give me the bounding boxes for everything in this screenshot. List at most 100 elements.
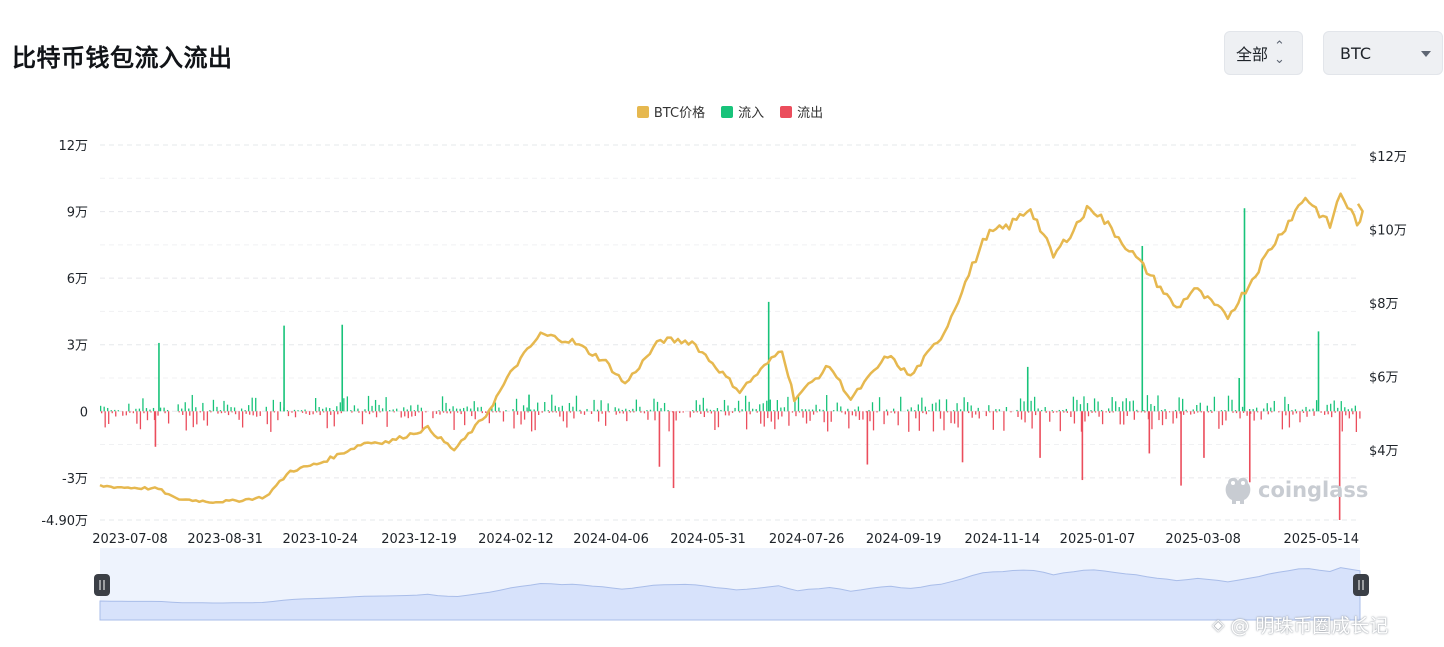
inflow-bar [914, 410, 916, 412]
outflow-bar [1049, 411, 1051, 422]
outflow-bar [259, 411, 261, 416]
outflow-bar [241, 411, 244, 428]
outflow-bar [700, 411, 702, 414]
outflow-bar [393, 411, 395, 413]
credit-watermark: ◈ @ 明珠币圈成长记 [1212, 611, 1388, 638]
outflow-bar [770, 411, 772, 422]
outflow-bar [671, 411, 674, 413]
outflow-bar [1221, 411, 1224, 426]
inflow-bar [396, 408, 398, 412]
outflow-bar [1105, 411, 1107, 413]
outflow-bar [566, 411, 568, 428]
outflow-bar [474, 411, 476, 420]
inflow-bar [145, 408, 148, 412]
inflow-bar [885, 409, 888, 412]
inflow-bar [787, 396, 789, 412]
legend-item-outflow[interactable]: 流出 [780, 102, 823, 121]
outflow-bar [693, 411, 695, 413]
outflow-bar [1295, 411, 1298, 414]
inflow-bar [878, 397, 881, 412]
navigator-handle-right[interactable] [1353, 574, 1369, 596]
outflow-bar [122, 411, 124, 416]
legend-swatch-outflow [780, 105, 793, 118]
outflow-bar [1101, 411, 1104, 425]
inflow-bar [381, 408, 384, 412]
inflow-bar [773, 410, 775, 412]
inflow-bar [938, 399, 941, 412]
outflow-bar [703, 411, 705, 418]
inflow-bar [1351, 408, 1353, 412]
inflow-bar [1178, 397, 1180, 412]
inflow-bar [1185, 409, 1187, 412]
legend-item-inflow[interactable]: 流入 [721, 102, 764, 121]
x-tick-label: 2024-07-26 [769, 532, 845, 547]
outflow-bar [1084, 411, 1086, 422]
inflow-bar [378, 404, 380, 412]
inflow-bar [836, 402, 838, 412]
inflow-bar [1132, 400, 1134, 412]
inflow-bar [1344, 407, 1346, 412]
outflow-bar [939, 411, 942, 419]
inflow-bar [977, 407, 979, 412]
outflow-bar [943, 411, 945, 431]
inflow-bar [1153, 405, 1156, 412]
y-right-tick-label: $6万 [1369, 371, 1399, 386]
inflow-bar [656, 401, 659, 412]
outflow-bar [1052, 411, 1054, 413]
inflow-bar [350, 410, 352, 412]
inflow-bar [818, 409, 821, 412]
inflow-bar [1093, 398, 1096, 412]
outflow-bar [365, 411, 367, 413]
inflow-bar [1315, 400, 1318, 412]
outflow-bar [876, 411, 878, 413]
legend-item-price[interactable]: BTC价格 [636, 102, 705, 121]
inflow-bar [776, 400, 778, 412]
navigator-handle-left[interactable] [94, 574, 110, 596]
outflow-bar [1313, 411, 1315, 416]
outflow-bar [143, 411, 145, 414]
outflow-bar [915, 411, 917, 419]
outflow-bar [1080, 411, 1083, 432]
outflow-bar [601, 411, 603, 414]
outflow-bar [640, 411, 642, 413]
inflow-bar [1308, 409, 1311, 412]
outflow-bar [516, 411, 519, 415]
outflow-bar [791, 411, 794, 413]
inflow-bar [491, 408, 493, 412]
inflow-bar [649, 409, 652, 412]
inflow-bar [967, 402, 969, 412]
outflow-bar [210, 411, 212, 413]
legend-label-inflow: 流入 [738, 106, 765, 121]
inflow-bar [332, 409, 334, 412]
outflow-bar [1203, 411, 1205, 458]
outflow-bar [1126, 411, 1128, 416]
outflow-bar [795, 411, 797, 417]
coin-select[interactable]: BTC [1323, 31, 1443, 75]
inflow-bar [593, 399, 595, 412]
inflow-bar [1256, 407, 1258, 412]
x-tick-label: 2023-10-24 [283, 532, 359, 547]
outflow-bar [1039, 411, 1041, 458]
outflow-bar [192, 411, 194, 428]
inflow-bar [314, 398, 317, 412]
range-select[interactable]: 全部 ⌃ ⌄ [1224, 31, 1303, 75]
inflow-bar [1125, 398, 1127, 412]
inflow-bar [692, 410, 694, 412]
inflow-bar [389, 410, 391, 412]
inflow-bar [135, 408, 137, 412]
range-select-value: 全部 [1236, 45, 1269, 64]
outflow-bar [1027, 411, 1030, 413]
outflow-bar [449, 411, 452, 414]
inflow-bar [815, 404, 817, 412]
outflow-bar [1179, 411, 1181, 414]
inflow-bar [438, 410, 440, 412]
outflow-bar [146, 411, 149, 421]
outflow-bar [1034, 411, 1037, 416]
outflow-bar [333, 411, 335, 427]
inflow-bar [1220, 410, 1223, 412]
outflow-bar [858, 411, 861, 420]
inflow-bar [1192, 409, 1194, 412]
outflow-bar [1098, 411, 1100, 417]
inflow-bar [480, 406, 482, 412]
